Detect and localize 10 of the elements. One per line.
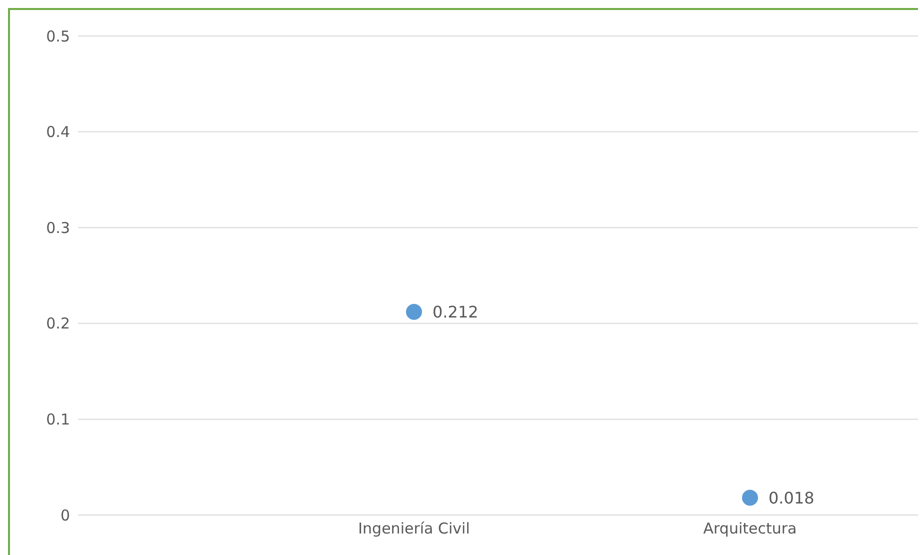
y-tick-label: 0.5 [46,27,70,46]
y-tick-label: 0.1 [46,410,70,429]
y-tick-label: 0.2 [46,314,70,333]
y-tick-label: 0.3 [46,218,70,237]
data-label: 0.212 [432,302,478,322]
x-tick-label: Arquitectura [703,520,797,538]
y-tick-label: 0.4 [46,123,70,142]
x-tick-label: Ingeniería Civil [358,520,470,538]
y-tick-label: 0 [60,506,70,524]
data-label: 0.018 [768,488,814,508]
